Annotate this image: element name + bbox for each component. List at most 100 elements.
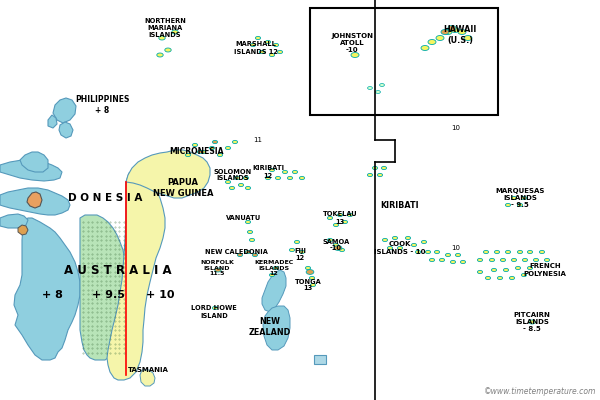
Ellipse shape [491, 268, 497, 272]
Ellipse shape [376, 90, 380, 94]
Ellipse shape [328, 238, 332, 242]
Ellipse shape [185, 153, 191, 156]
Text: PAPUA
NEW GUINEA: PAPUA NEW GUINEA [153, 178, 213, 198]
Ellipse shape [247, 230, 253, 234]
Text: LORD HOWE
ISLAND: LORD HOWE ISLAND [191, 306, 237, 318]
Ellipse shape [377, 174, 383, 177]
Ellipse shape [490, 258, 494, 262]
Ellipse shape [436, 36, 444, 40]
Ellipse shape [212, 140, 218, 144]
Ellipse shape [159, 36, 165, 40]
Text: NORTHERN
MARIANA
ISLANDS: NORTHERN MARIANA ISLANDS [144, 18, 186, 38]
Text: MARSHALL
ISLANDS 12: MARSHALL ISLANDS 12 [234, 42, 278, 54]
Polygon shape [18, 225, 28, 235]
Ellipse shape [299, 250, 305, 254]
Ellipse shape [464, 36, 472, 40]
Ellipse shape [229, 186, 235, 190]
Ellipse shape [521, 274, 527, 277]
Ellipse shape [226, 180, 230, 184]
Text: A U S T R A L I A: A U S T R A L I A [64, 264, 172, 276]
Ellipse shape [238, 254, 242, 257]
Ellipse shape [368, 86, 373, 90]
Ellipse shape [441, 30, 449, 34]
Polygon shape [53, 98, 76, 123]
Ellipse shape [265, 176, 271, 180]
Ellipse shape [529, 320, 535, 324]
Text: 11: 11 [254, 137, 263, 143]
Ellipse shape [478, 270, 482, 274]
Ellipse shape [500, 258, 506, 262]
Polygon shape [0, 160, 62, 181]
Ellipse shape [455, 254, 461, 257]
Ellipse shape [517, 203, 523, 206]
Ellipse shape [269, 53, 275, 57]
Ellipse shape [517, 250, 523, 254]
Text: MARQUESAS
ISLANDS
- 9.5: MARQUESAS ISLANDS - 9.5 [496, 188, 545, 208]
Ellipse shape [451, 28, 459, 32]
Ellipse shape [478, 258, 482, 262]
Ellipse shape [253, 254, 257, 257]
Ellipse shape [334, 223, 338, 226]
Ellipse shape [444, 30, 452, 34]
Text: MICRONESIA: MICRONESIA [169, 148, 223, 156]
Ellipse shape [505, 250, 511, 254]
Polygon shape [59, 122, 73, 138]
Ellipse shape [165, 48, 171, 52]
Ellipse shape [392, 236, 398, 240]
Text: FRENCH
POLYNESIA: FRENCH POLYNESIA [524, 264, 566, 276]
Ellipse shape [503, 268, 509, 272]
Ellipse shape [347, 214, 353, 217]
Ellipse shape [521, 196, 527, 200]
Text: JOHNSTON
ATOLL
-10: JOHNSTON ATOLL -10 [331, 33, 373, 53]
Ellipse shape [238, 183, 244, 186]
Ellipse shape [337, 214, 343, 217]
Ellipse shape [275, 176, 281, 180]
Text: 10: 10 [452, 245, 461, 251]
Ellipse shape [289, 248, 295, 252]
Ellipse shape [421, 240, 427, 244]
Ellipse shape [388, 246, 392, 250]
Polygon shape [80, 215, 126, 360]
Ellipse shape [250, 43, 256, 47]
Ellipse shape [448, 26, 456, 30]
Ellipse shape [533, 258, 539, 262]
Ellipse shape [421, 46, 429, 50]
Ellipse shape [274, 266, 278, 270]
Ellipse shape [373, 166, 377, 170]
Ellipse shape [200, 150, 206, 154]
Ellipse shape [197, 150, 203, 154]
Ellipse shape [511, 196, 517, 200]
Ellipse shape [172, 30, 178, 34]
Ellipse shape [406, 236, 410, 240]
Ellipse shape [310, 276, 314, 280]
Ellipse shape [527, 250, 533, 254]
Ellipse shape [209, 146, 215, 150]
Ellipse shape [523, 258, 527, 262]
Ellipse shape [193, 143, 197, 146]
Ellipse shape [245, 250, 251, 254]
Ellipse shape [485, 276, 491, 280]
Ellipse shape [212, 306, 218, 310]
Polygon shape [262, 270, 286, 312]
Text: HAWAII
(U.S.): HAWAII (U.S.) [443, 25, 476, 45]
Ellipse shape [425, 250, 431, 254]
Ellipse shape [245, 186, 251, 190]
Polygon shape [48, 115, 57, 128]
Ellipse shape [428, 40, 436, 44]
Polygon shape [140, 370, 155, 386]
Ellipse shape [367, 174, 373, 177]
Text: TONGA
13: TONGA 13 [295, 278, 322, 292]
Ellipse shape [287, 176, 293, 180]
Ellipse shape [539, 250, 545, 254]
Polygon shape [27, 192, 42, 208]
Ellipse shape [250, 238, 254, 242]
Ellipse shape [269, 274, 275, 277]
Ellipse shape [527, 266, 533, 270]
Ellipse shape [157, 53, 163, 57]
Text: SOLOMON
ISLANDS: SOLOMON ISLANDS [214, 168, 252, 182]
Text: VANUATU: VANUATU [226, 215, 262, 221]
Ellipse shape [434, 250, 440, 254]
Ellipse shape [310, 283, 316, 286]
Polygon shape [263, 306, 290, 350]
Ellipse shape [382, 166, 386, 170]
